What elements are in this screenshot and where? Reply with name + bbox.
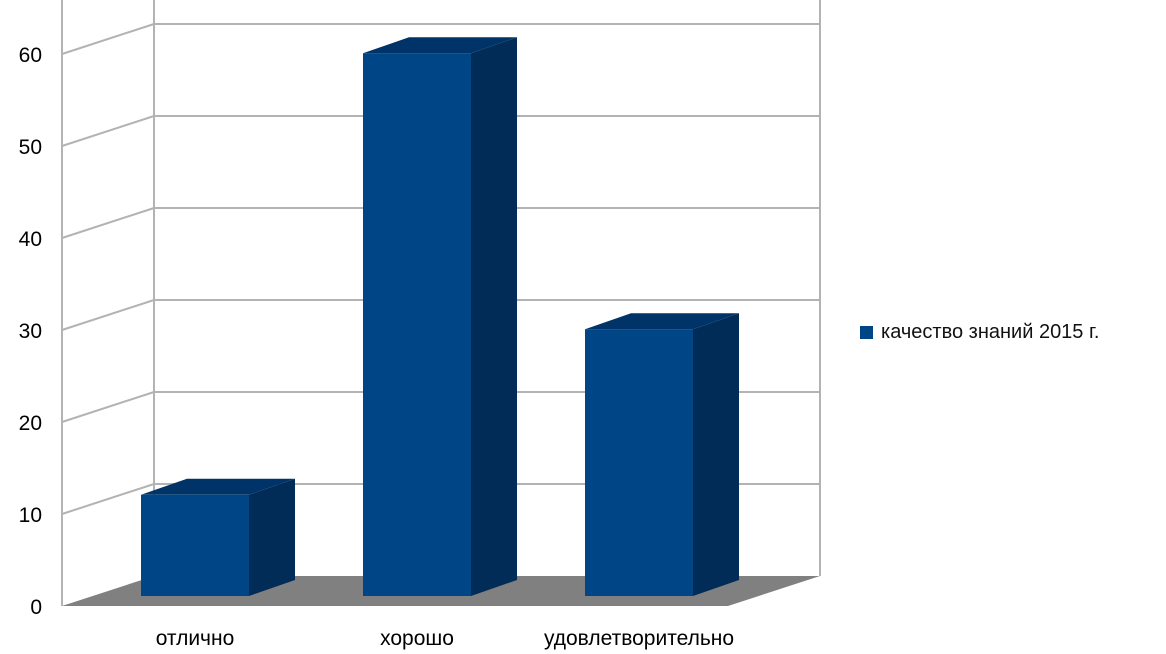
y-tick-label: 0: [30, 596, 42, 619]
bar-side-1: [471, 37, 517, 596]
gridline-side-2: [61, 391, 155, 423]
legend-swatch-icon: [860, 326, 873, 339]
gridline-side-3: [61, 299, 155, 331]
bar-1: [363, 53, 471, 596]
y-tick-label: 40: [19, 228, 42, 251]
bar-2: [585, 329, 693, 596]
legend: качество знаний 2015 г.: [860, 321, 1099, 344]
legend-label: качество знаний 2015 г.: [881, 321, 1100, 343]
bar-top-2: [585, 313, 739, 330]
gridline-side-4: [61, 207, 155, 239]
bar-top-1: [363, 37, 517, 54]
y-tick-label: 20: [19, 412, 42, 435]
y-tick-label: 30: [19, 320, 42, 343]
y-tick-label: 10: [19, 504, 42, 527]
bar-side-2: [693, 313, 739, 596]
y-tick-label: 60: [19, 44, 42, 67]
y-tick-label: 50: [19, 136, 42, 159]
gridline-side-5: [61, 115, 155, 147]
bar-side-0: [249, 478, 295, 596]
x-tick-label: отлично: [156, 627, 235, 650]
bar-top-0: [141, 478, 295, 495]
gridline-side-6: [61, 23, 155, 55]
bar-0: [141, 494, 249, 596]
x-tick-label: хорошо: [380, 627, 454, 650]
x-tick-label: удовлетворительно: [544, 627, 734, 650]
gridline-side-1: [61, 483, 155, 515]
